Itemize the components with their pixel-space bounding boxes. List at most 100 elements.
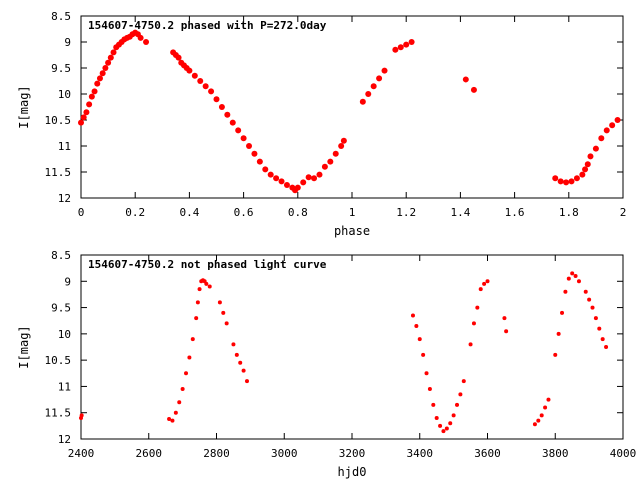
data-point	[332, 150, 339, 157]
y-tick-label: 12	[58, 433, 71, 446]
x-tick-label: 3200	[339, 447, 366, 460]
data-point	[546, 397, 551, 402]
x-tick-label: 0.4	[179, 206, 199, 219]
data-point	[221, 310, 226, 315]
data-point	[218, 104, 225, 110]
data-point	[187, 355, 192, 360]
data-point	[94, 80, 101, 87]
data-point	[431, 402, 436, 407]
x-tick-label: 3400	[407, 447, 434, 460]
data-point	[478, 287, 483, 292]
x-tick-label: 2400	[68, 447, 95, 460]
data-point	[143, 39, 150, 45]
y-tick-label: 11	[58, 380, 71, 393]
data-point	[609, 122, 616, 129]
x-tick-label: 1.2	[396, 206, 416, 219]
data-point	[597, 326, 602, 331]
data-point	[96, 75, 103, 82]
data-point	[184, 371, 189, 376]
chart-panel-1: 0 0.2 0.4 0.6 0.8 1 1.2 1.4 1.6 1.8 2 8.5 9 9.5 10 10.5…	[17, 10, 626, 238]
data-point	[173, 410, 178, 415]
data-point	[604, 345, 609, 349]
data-point	[462, 76, 469, 83]
data-point	[417, 337, 422, 342]
data-point	[438, 423, 443, 428]
data-point	[563, 289, 568, 294]
data-point	[365, 91, 372, 97]
data-point	[229, 119, 236, 126]
data-point	[197, 287, 202, 292]
data-point	[568, 178, 575, 185]
data-point	[340, 137, 347, 144]
data-point	[573, 175, 580, 182]
data-point	[582, 166, 589, 173]
data-point	[311, 175, 318, 182]
data-point	[566, 276, 571, 281]
data-point	[235, 127, 242, 134]
data-point	[177, 400, 182, 405]
plot-frame	[80, 254, 624, 440]
data-point	[587, 297, 592, 302]
data-point	[441, 429, 446, 434]
y-tick-label: 10.5	[45, 354, 72, 367]
chart-panel-2: 2400 2600 2800 3000 3200 3400 3600 3800 4000 8.5 9…	[17, 249, 636, 479]
data-point	[614, 117, 621, 123]
data-point	[590, 305, 595, 310]
data-point	[556, 331, 561, 336]
x-tick-label: 4000	[610, 447, 637, 460]
data-point	[603, 127, 610, 134]
y-tick-label: 9	[64, 36, 71, 49]
data-point	[175, 54, 182, 61]
data-point	[91, 88, 98, 95]
x-axis-label: phase	[334, 224, 370, 238]
data-point	[414, 323, 419, 328]
data-point	[224, 321, 229, 326]
data-point	[576, 279, 581, 284]
data-point	[598, 135, 605, 142]
data-point	[99, 70, 106, 77]
data-point	[262, 166, 269, 173]
x-tick-label: 3800	[542, 447, 569, 460]
data-point	[397, 44, 404, 51]
data-point	[543, 405, 548, 410]
x-tick-label: 0	[78, 206, 85, 219]
data-point	[434, 415, 439, 420]
x-tick-label: 3000	[271, 447, 298, 460]
chart-title: 154607-4750.2 phased with P=272.0day	[88, 19, 327, 32]
x-tick-label: 0.2	[125, 206, 145, 219]
x-tick-label: 1	[349, 206, 356, 219]
data-point	[246, 143, 253, 149]
data-point	[180, 387, 185, 392]
data-point	[327, 158, 334, 165]
x-tick-label: 1.8	[559, 206, 579, 219]
data-point	[485, 279, 490, 284]
data-point	[238, 360, 243, 365]
data-point	[107, 54, 114, 61]
data-point	[102, 65, 109, 71]
data-point	[403, 41, 410, 48]
data-point	[273, 175, 280, 182]
data-point	[213, 96, 220, 103]
data-point	[79, 413, 84, 418]
x-tick-label: 3600	[474, 447, 501, 460]
y-tick-label: 9.5	[51, 62, 71, 75]
data-point	[539, 413, 544, 418]
y-tick-label: 11.5	[45, 407, 72, 420]
data-point	[461, 379, 466, 384]
data-point	[600, 337, 605, 342]
data-point	[376, 75, 383, 82]
y-tick-label: 9.5	[51, 302, 71, 315]
y-tick-label: 12	[58, 192, 71, 205]
data-point	[471, 321, 476, 326]
data-point	[583, 289, 588, 294]
y-axis-label: I[mag]	[17, 325, 31, 368]
data-point	[338, 143, 345, 149]
data-point	[370, 83, 377, 90]
data-point	[592, 145, 599, 152]
x-tick-label: 1.6	[505, 206, 525, 219]
y-tick-label: 10.5	[45, 114, 72, 127]
data-point	[241, 368, 246, 373]
data-point	[88, 93, 95, 100]
data-point	[231, 342, 236, 347]
data-point	[410, 313, 415, 318]
